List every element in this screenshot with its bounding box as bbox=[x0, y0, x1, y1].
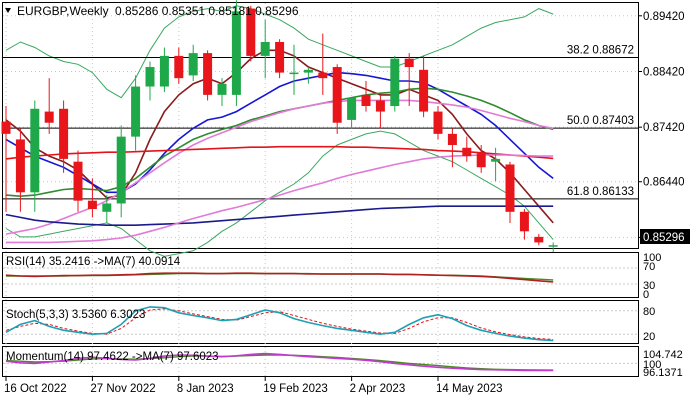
collapse-triangle-icon[interactable] bbox=[5, 8, 11, 13]
candle-body bbox=[30, 108, 40, 193]
candle-body bbox=[404, 58, 414, 68]
candle-body bbox=[159, 55, 169, 87]
candle-body bbox=[476, 153, 486, 168]
candle-body bbox=[87, 200, 97, 210]
candle-body bbox=[15, 139, 25, 193]
rsi-label: RSI(14) 35.2416 ->MA(7) 40.0914 bbox=[6, 256, 181, 268]
momentum-scale-label: 100 bbox=[643, 359, 661, 371]
current-price-box bbox=[640, 229, 690, 244]
momentum-scale-label: 96.1371 bbox=[643, 367, 683, 379]
momentum-scale-label: 104.742 bbox=[643, 349, 683, 361]
price-tick-label: 0.89420 bbox=[643, 11, 685, 23]
candle-body bbox=[332, 67, 342, 123]
ohlc-label: 0.85286 0.85351 0.85181 0.85296 bbox=[115, 4, 299, 18]
price-tick-label: 0.86440 bbox=[643, 177, 685, 189]
moving-average-line bbox=[5, 99, 554, 235]
candle-body bbox=[1, 121, 11, 134]
rsi-scale-label: 0 bbox=[643, 289, 649, 301]
candle-body bbox=[375, 100, 385, 112]
time-tick-label: 16 Oct 2022 bbox=[4, 383, 67, 395]
stoch-scale-label: 20 bbox=[643, 331, 655, 343]
rsi-scale-label: 30 bbox=[643, 280, 655, 292]
candle-body bbox=[548, 245, 558, 247]
stoch-label: Stoch(5,3,3) 3.5360 6.3023 bbox=[6, 309, 145, 321]
moving-average-line bbox=[6, 154, 554, 244]
time-tick-label: 8 Jan 2023 bbox=[177, 383, 234, 395]
fib-level-label: 50.0 0.87403 bbox=[567, 115, 634, 127]
candle-body bbox=[203, 53, 213, 95]
symbol-label: EURGBP,Weekly bbox=[17, 4, 109, 18]
candle-body bbox=[231, 11, 241, 95]
candle-body bbox=[347, 97, 357, 120]
moving-average-line bbox=[5, 205, 554, 226]
rsi-scale-label: 100 bbox=[643, 252, 661, 264]
time-tick-label: 14 May 2023 bbox=[436, 383, 503, 395]
candle-body bbox=[116, 136, 126, 204]
moving-averages bbox=[5, 49, 554, 244]
time-tick-label: 27 Nov 2022 bbox=[90, 383, 155, 395]
candle-body bbox=[275, 41, 285, 73]
price-tick-label: 0.88420 bbox=[643, 66, 685, 78]
candle-body bbox=[73, 161, 83, 201]
momentum-label: Momentum(14) 97.4622 ->MA(7) 97.6023 bbox=[6, 351, 219, 363]
candle-body bbox=[145, 67, 155, 87]
candle-body bbox=[433, 111, 443, 134]
candles bbox=[1, 0, 558, 252]
fib-levels: 38.2 0.88672 50.0 0.87403 61.8 0.86133 bbox=[3, 44, 638, 200]
moving-average-line bbox=[5, 145, 554, 160]
candle-body bbox=[217, 83, 227, 95]
rsi-line bbox=[5, 272, 554, 283]
time-axis: 16 Oct 2022 27 Nov 2022 8 Jan 2023 19 Feb 2… bbox=[4, 377, 503, 395]
candle-body bbox=[102, 203, 112, 212]
price-tick-label: 0.87420 bbox=[643, 122, 685, 134]
candle-body bbox=[447, 133, 457, 145]
candle-body bbox=[289, 72, 299, 75]
moving-average-line bbox=[5, 87, 554, 198]
time-tick-label: 2 Apr 2023 bbox=[350, 383, 406, 395]
candle-body bbox=[44, 111, 54, 123]
candle-body bbox=[131, 86, 141, 137]
time-tick-label: 19 Feb 2023 bbox=[263, 383, 328, 395]
candle-body bbox=[246, 8, 256, 56]
stoch-scale-label: 80 bbox=[643, 306, 655, 318]
moving-average-line bbox=[5, 71, 554, 194]
fib-level-label: 38.2 0.88672 bbox=[567, 44, 634, 56]
stoch-panel-frame bbox=[2, 300, 639, 344]
candle-body bbox=[318, 72, 328, 79]
rsi-scale-label: 70 bbox=[643, 261, 655, 273]
candle-body bbox=[462, 147, 472, 157]
candle-body bbox=[505, 164, 515, 212]
candle-body bbox=[188, 53, 198, 76]
momentum-line bbox=[5, 352, 554, 372]
fib-level-label: 61.8 0.86133 bbox=[567, 186, 634, 198]
candle-body bbox=[59, 108, 69, 159]
candle-body bbox=[303, 69, 313, 73]
momentum-panel-frame bbox=[2, 346, 639, 377]
stoch-signal-line bbox=[5, 308, 554, 340]
candle-body bbox=[260, 41, 270, 56]
candle-body bbox=[390, 58, 400, 107]
rsi-panel-frame bbox=[2, 252, 639, 298]
stoch-main-line bbox=[5, 306, 554, 342]
stoch-panel: 80 20 bbox=[3, 306, 655, 343]
candle-body bbox=[419, 69, 429, 112]
candle-body bbox=[534, 236, 544, 243]
candle-body bbox=[174, 55, 184, 79]
current-price-label: 0.85296 bbox=[643, 232, 685, 244]
candle-body bbox=[361, 94, 371, 107]
candle-body bbox=[519, 211, 529, 232]
candle-body bbox=[491, 158, 501, 162]
bollinger-upper-line bbox=[5, 5, 554, 99]
